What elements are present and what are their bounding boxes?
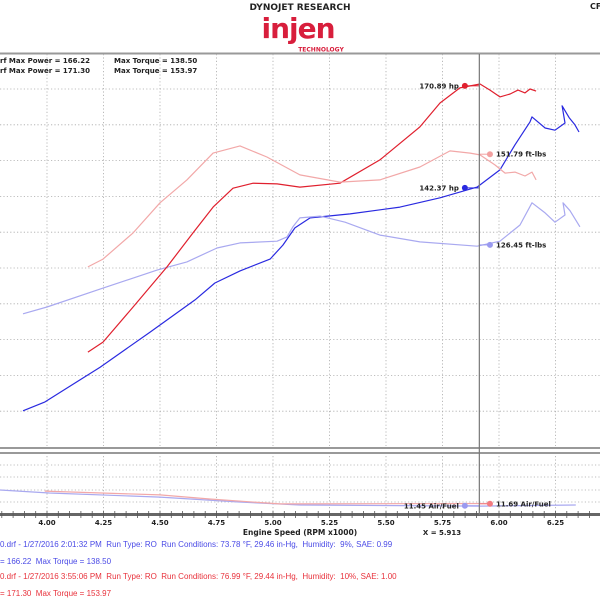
annotation-label: 126.45 ft-lbs <box>496 241 546 249</box>
brand-title: DYNOJET RESEARCH <box>249 3 350 13</box>
air-fuel-line <box>0 489 576 507</box>
svg-text:TECHNOLOGY: TECHNOLOGY <box>298 47 344 54</box>
x-tick-label: 6.25 <box>547 519 564 527</box>
max-torque-1: Max Torque = 138.50 <box>114 57 197 65</box>
x-axis-bar <box>0 513 600 516</box>
max-power-2: rf Max Power = 171.30 <box>0 67 90 75</box>
injen-logo: injen TECHNOLOGY <box>261 12 344 54</box>
annotation-label: 170.89 hp <box>419 82 458 90</box>
annotation-marker <box>461 184 468 191</box>
annotation-label: 11.69 Air/Fuel <box>496 500 551 508</box>
x-tick-label: 4.50 <box>151 519 168 527</box>
annotation-marker <box>486 500 493 507</box>
series-layer: 170.89 hp 142.37 hp 151.79 ft-lbs 126.45 ft… <box>0 82 581 510</box>
panel-divider-2 <box>0 452 600 454</box>
x-tick-label: 5.25 <box>321 519 338 527</box>
annotation-label: 151.79 ft-lbs <box>496 151 546 159</box>
x-tick-label: 4.75 <box>208 519 225 527</box>
series-line <box>22 105 580 412</box>
x-axis-ticks: 4.00 4.25 4.50 4.75 5.00 5.25 5.50 5.75 6.00 6.25 <box>1 511 590 527</box>
x-tick-label: 5.75 <box>434 519 451 527</box>
annotation-marker <box>461 502 468 509</box>
cursor-label: X = 5.913 <box>423 529 461 537</box>
x-tick-label: 6.00 <box>490 519 507 527</box>
annotation-label: 11.45 Air/Fuel <box>404 502 459 510</box>
x-tick-label: 4.00 <box>38 519 55 527</box>
x-axis-label: Engine Speed (RPM x1000) <box>243 528 357 537</box>
series-line <box>87 145 537 268</box>
run1-conditions: 0.drf - 1/27/2016 2:01:32 PM Run Type: R… <box>0 540 393 549</box>
run2-max: = 171.30 Max Torque = 153.97 <box>0 589 112 598</box>
grid <box>0 54 600 512</box>
run2-conditions: 0.drf - 1/27/2016 3:55:06 PM Run Type: R… <box>0 572 397 581</box>
air-fuel-line <box>44 490 491 505</box>
x-tick-label: 5.50 <box>377 519 394 527</box>
run1-max: = 166.22 Max Torque = 138.50 <box>0 557 112 566</box>
annotation-marker <box>486 151 493 158</box>
corner-text: CF <box>590 2 600 11</box>
annotation-marker <box>461 82 468 89</box>
max-torque-2: Max Torque = 153.97 <box>114 67 197 75</box>
series-line <box>87 83 537 353</box>
panel-divider <box>0 447 600 449</box>
svg-text:injen: injen <box>261 12 334 45</box>
series-line <box>22 202 581 315</box>
x-tick-label: 4.25 <box>95 519 112 527</box>
annotation-marker <box>486 241 493 248</box>
annotation-label: 142.37 hp <box>419 184 458 192</box>
x-tick-label: 5.00 <box>264 519 281 527</box>
max-power-1: rf Max Power = 166.22 <box>0 57 90 65</box>
